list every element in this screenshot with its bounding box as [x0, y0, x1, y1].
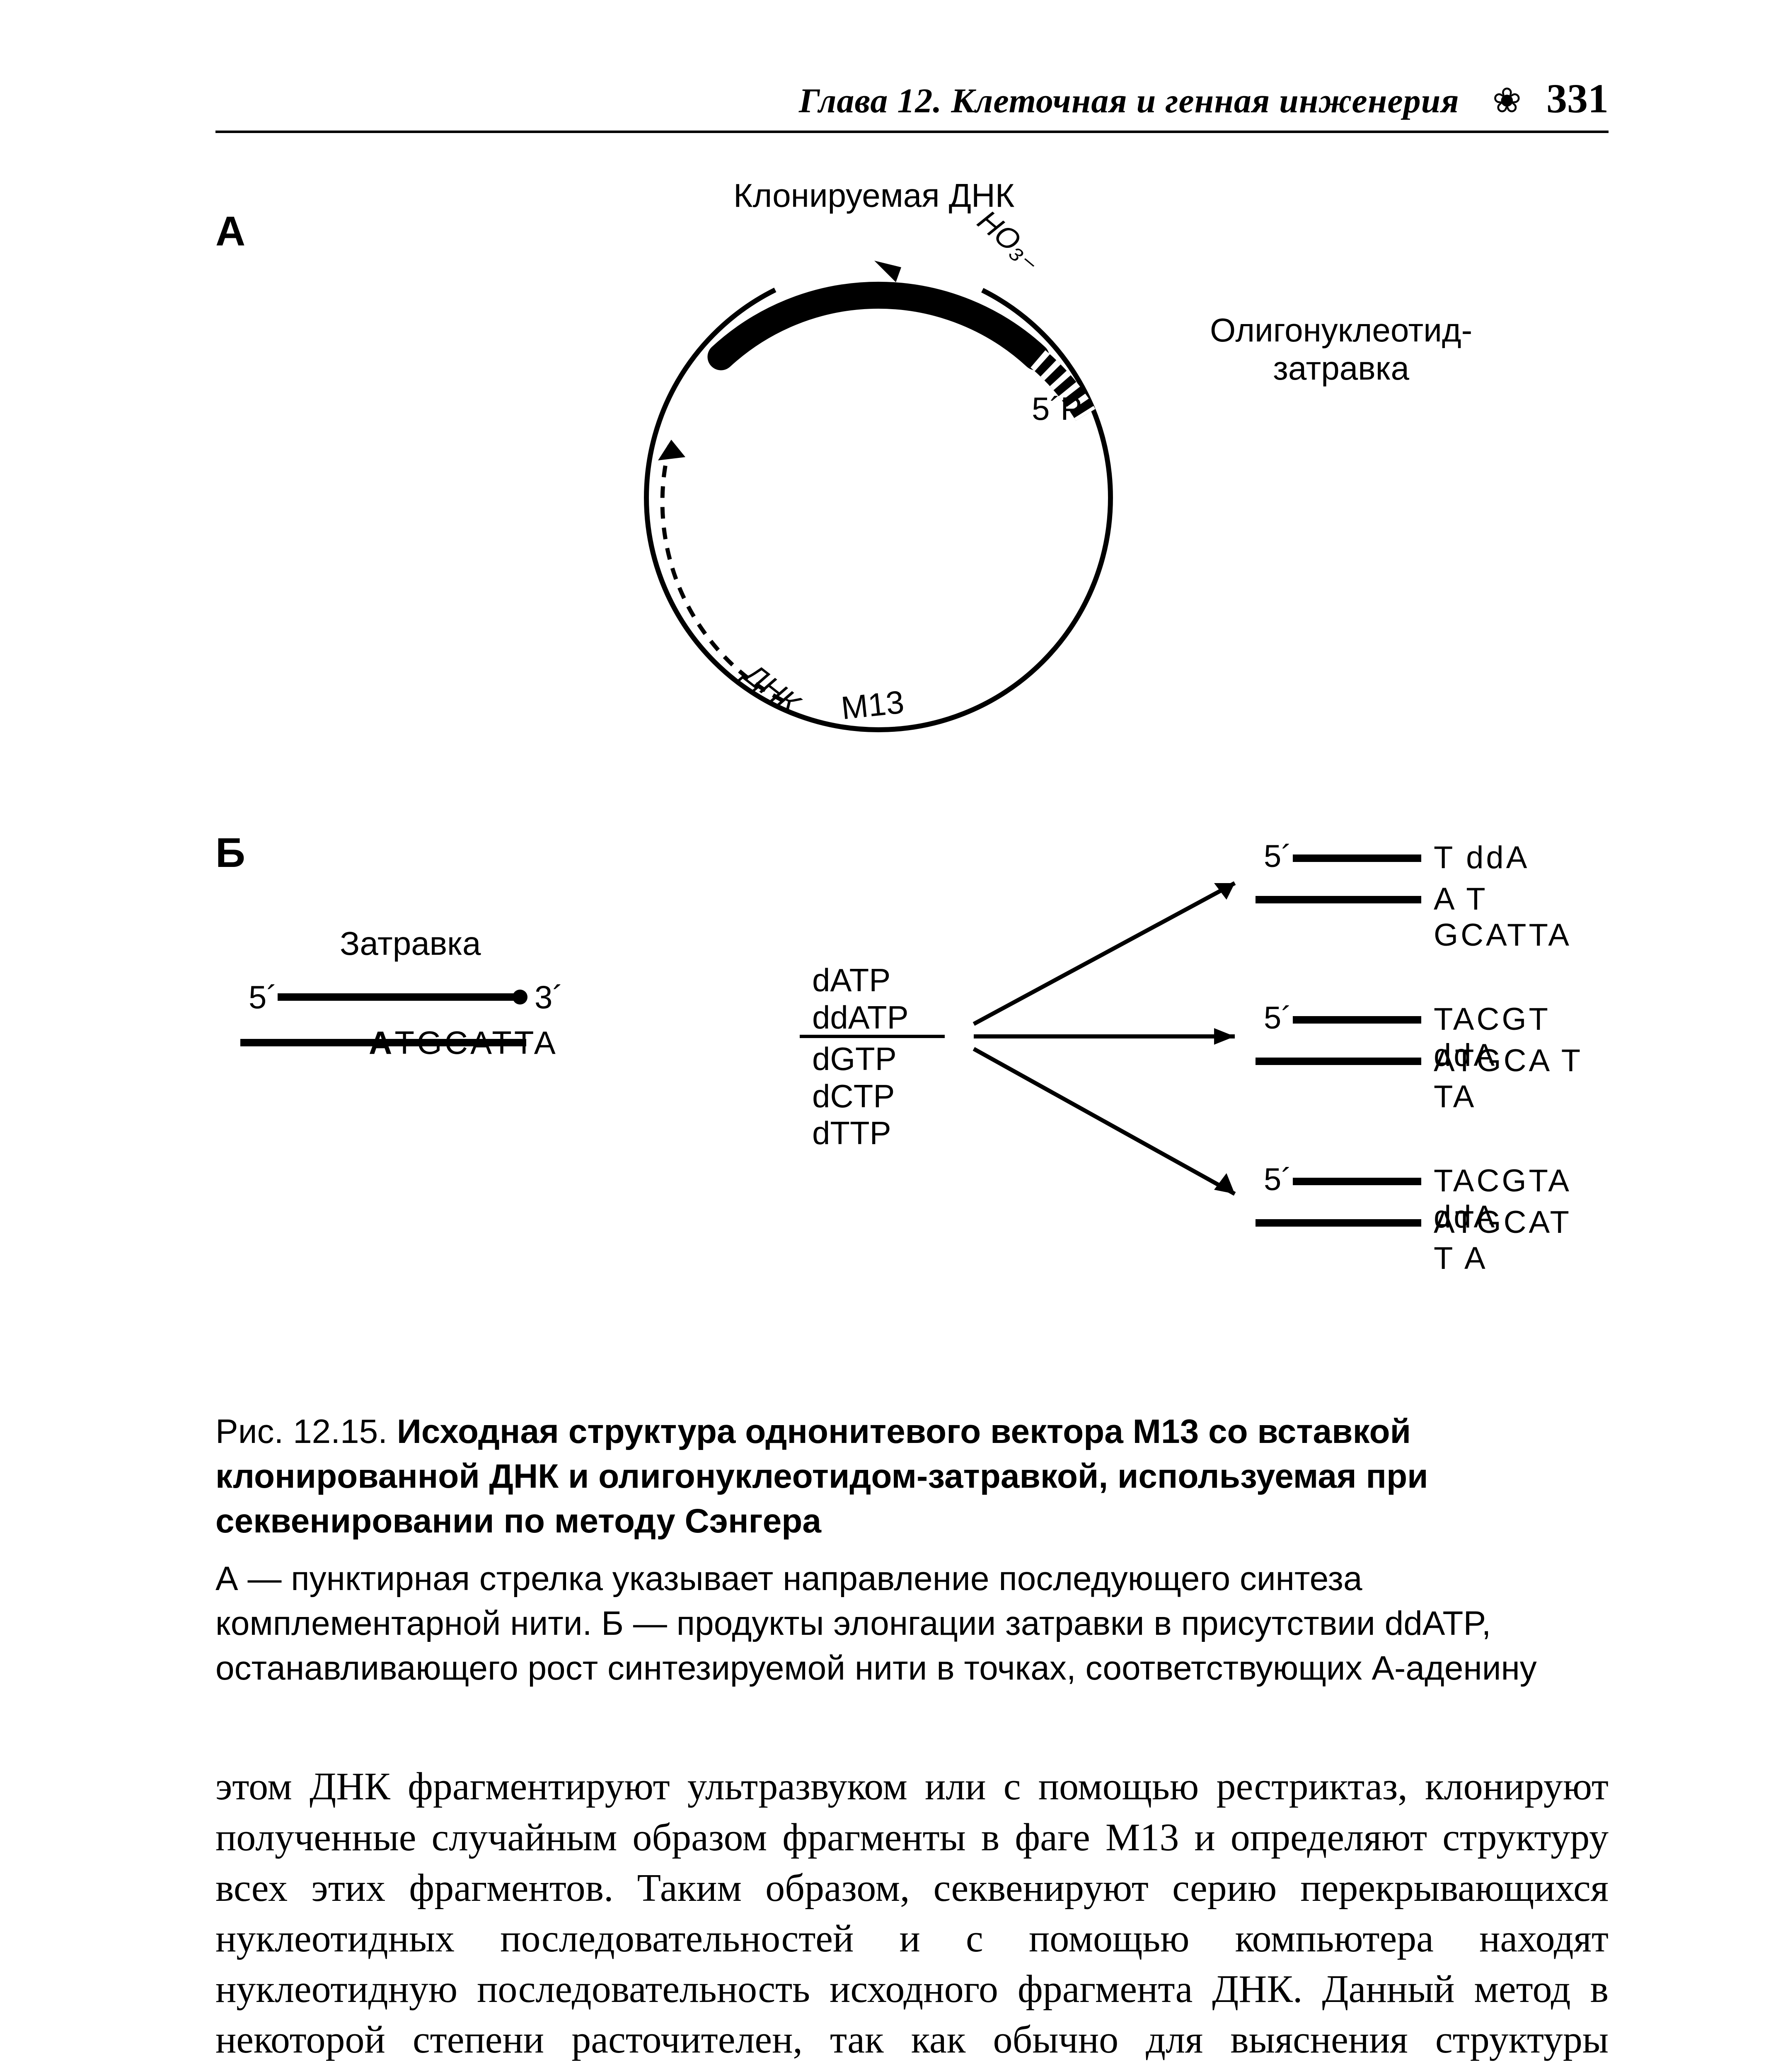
- p2-5: 5´: [1264, 1000, 1292, 1036]
- template-seq: TGCATTA: [394, 1024, 558, 1061]
- five-p-label: 5´P: [1032, 390, 1082, 428]
- primer-label-line2: затравка: [1210, 349, 1472, 387]
- b-three-prime: 3´: [535, 978, 563, 1016]
- caption-number: Рис. 12.15.: [215, 1413, 387, 1450]
- vector-svg: [588, 183, 1168, 763]
- p1-5: 5´: [1264, 838, 1292, 874]
- b-five-prime: 5´: [249, 978, 277, 1016]
- m13-label: M13: [839, 683, 906, 727]
- figure-12-15: А Клонируемая ДНК HO₃₋ 5´P: [215, 183, 1609, 1385]
- arc-arrow-icon: [874, 261, 901, 282]
- cloned-dna-label: Клонируемая ДНК: [733, 177, 1014, 215]
- chapter-title: Глава 12. Клеточная и генная инженерия: [799, 81, 1459, 121]
- ornament-icon: ❀: [1493, 80, 1522, 121]
- reaction-arrows: [974, 883, 1235, 1194]
- figure-caption: Рис. 12.15. Исходная структура однонитев…: [215, 1409, 1609, 1691]
- caption-explanation: А — пунктирная стрелка указывает направл…: [215, 1556, 1609, 1691]
- synthesis-arrow-icon: [658, 440, 685, 460]
- primer-label-line1: Олигонуклеотид-: [1210, 311, 1472, 349]
- panel-b: Затравка: [232, 829, 1599, 1347]
- page-number: 331: [1546, 75, 1609, 122]
- caption-bold: Исходная структура однонитевого вектора …: [215, 1413, 1428, 1540]
- p3-5: 5´: [1264, 1162, 1292, 1198]
- p3-tpl: ATGCAT T A: [1434, 1204, 1599, 1276]
- primer-label-block: Олигонуклеотид- затравка: [1210, 311, 1472, 387]
- nuc-top: dATP ddATP: [812, 962, 909, 1036]
- p1-tpl: A T GCATTA: [1434, 881, 1599, 953]
- p2-tpl: ATGCA T TA: [1434, 1043, 1599, 1115]
- vector-backbone: [646, 266, 1110, 730]
- p1-new: T ddA: [1434, 840, 1529, 876]
- panel-b-svg: [232, 829, 1599, 1347]
- vector-circle: Клонируемая ДНК HO₃₋ 5´P ДНК M13: [588, 183, 1168, 763]
- panel-a-label: А: [215, 208, 245, 255]
- cloned-dna-arc: [721, 295, 1036, 357]
- running-header: Глава 12. Клеточная и генная инженерия ❀…: [215, 75, 1609, 133]
- nuc-bottom: dGTP dCTP dTTP: [812, 1041, 897, 1152]
- body-paragraph: этом ДНК фрагментируют ультразвуком или …: [215, 1761, 1609, 2072]
- primer-3prime-dot: [513, 990, 527, 1005]
- page: Глава 12. Клеточная и генная инженерия ❀…: [0, 0, 1766, 2072]
